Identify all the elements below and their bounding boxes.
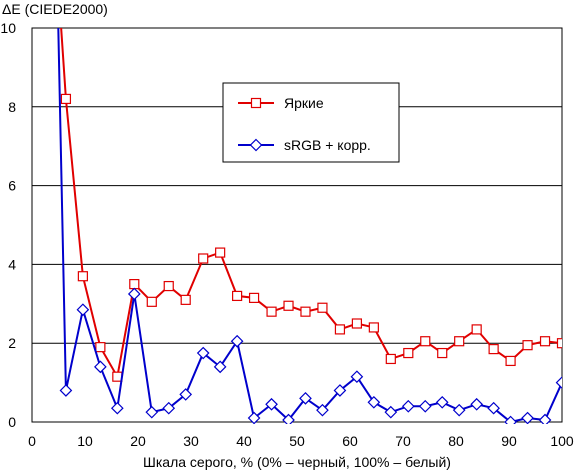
data-point-square	[522, 340, 533, 351]
legend-item: Яркие	[238, 95, 324, 111]
data-point-square	[60, 93, 72, 105]
data-point-diamond	[213, 360, 227, 374]
x-tick-label: 20	[130, 433, 146, 449]
data-point-square	[488, 344, 499, 355]
data-point-diamond	[333, 384, 347, 397]
data-point-square	[334, 324, 346, 335]
y-tick-label: 0	[8, 414, 16, 430]
data-point-diamond	[110, 401, 124, 415]
data-point-square	[163, 280, 174, 292]
data-point-square	[146, 296, 157, 307]
data-point-square	[539, 336, 551, 347]
data-point-square	[505, 355, 516, 367]
data-point-diamond	[316, 403, 329, 417]
data-point-square	[180, 294, 191, 305]
legend-box	[222, 82, 400, 163]
data-point-diamond	[401, 399, 415, 413]
legend-items: Яркие sRGB + корр.	[238, 95, 371, 153]
data-point-diamond	[196, 346, 210, 360]
data-point-square	[317, 302, 328, 313]
data-point-diamond	[76, 303, 90, 317]
y-tick-label: 6	[8, 178, 16, 194]
data-point-square	[437, 347, 448, 359]
data-point-diamond	[282, 413, 295, 424]
x-tick-label: 100	[550, 433, 574, 449]
data-point-square	[198, 253, 209, 264]
data-point-square	[368, 322, 379, 333]
data-point-square	[556, 338, 562, 349]
data-point-diamond	[162, 401, 176, 415]
data-point-square	[250, 97, 262, 109]
data-point-diamond	[487, 401, 500, 415]
legend-item: sRGB + корр.	[238, 137, 371, 153]
data-point-square	[471, 324, 482, 335]
x-tick-label: 40	[236, 433, 252, 449]
data-point-diamond	[470, 397, 484, 411]
data-point-diamond	[230, 334, 244, 348]
data-point-diamond	[504, 415, 517, 424]
data-point-diamond	[452, 403, 466, 417]
data-point-diamond	[538, 413, 552, 424]
y-tick-label: 8	[8, 99, 16, 115]
data-point-square	[300, 306, 311, 317]
x-tick-label: 80	[448, 433, 464, 449]
data-point-diamond	[59, 384, 73, 397]
series-layer	[57, 28, 562, 424]
data-point-square	[77, 271, 88, 282]
data-point-diamond	[94, 360, 107, 374]
data-point-diamond	[299, 392, 312, 405]
data-point-square	[112, 371, 123, 382]
legend: Яркие sRGB + корр.	[222, 82, 400, 163]
data-point-square	[266, 306, 277, 317]
x-tick-label: 70	[395, 433, 411, 449]
data-point-diamond	[350, 370, 364, 384]
series-1	[60, 28, 562, 382]
x-axis-title: Шкала серого, % (0% – черный, 100% – бел…	[143, 454, 451, 470]
data-point-square	[129, 279, 140, 290]
y-tick-label: 4	[8, 256, 16, 272]
y-axis-title: ΔE (CIEDE2000)	[2, 1, 108, 17]
data-point-diamond	[367, 395, 381, 409]
y-tick-label: 2	[8, 335, 16, 351]
data-point-square	[403, 347, 414, 359]
data-point-diamond	[145, 405, 159, 419]
legend-label: Яркие	[284, 95, 324, 111]
data-point-diamond	[127, 287, 141, 301]
x-tick-label: 0	[28, 433, 36, 449]
data-point-square	[248, 292, 260, 303]
data-point-square	[454, 336, 465, 347]
x-tick-label: 30	[183, 433, 199, 449]
data-point-diamond	[179, 388, 193, 401]
data-point-diamond	[418, 399, 432, 413]
data-point-square	[215, 247, 226, 258]
data-point-square	[95, 342, 106, 353]
x-tick-label: 10	[77, 433, 93, 449]
x-tick-labels: 0 10 20 30 40 50 60 70 80 90 100	[28, 433, 574, 449]
y-tick-label: 10	[0, 20, 16, 36]
data-point-square	[420, 336, 431, 347]
x-tick-label: 60	[342, 433, 358, 449]
x-tick-label: 50	[289, 433, 305, 449]
data-point-square	[385, 353, 396, 365]
data-point-diamond	[265, 397, 278, 411]
data-point-diamond	[247, 411, 261, 424]
data-point-square	[232, 290, 243, 302]
data-point-diamond	[521, 411, 534, 424]
x-tick-label: 90	[501, 433, 517, 449]
data-point-square	[351, 318, 362, 329]
y-tick-labels: 0 2 4 6 8 10	[0, 20, 16, 430]
legend-label: sRGB + корр.	[284, 137, 371, 153]
series-2	[57, 28, 562, 424]
data-point-diamond	[384, 405, 398, 419]
data-point-square	[283, 300, 294, 311]
data-point-diamond	[435, 395, 449, 409]
data-point-diamond	[555, 376, 562, 389]
data-point-diamond	[249, 138, 263, 152]
